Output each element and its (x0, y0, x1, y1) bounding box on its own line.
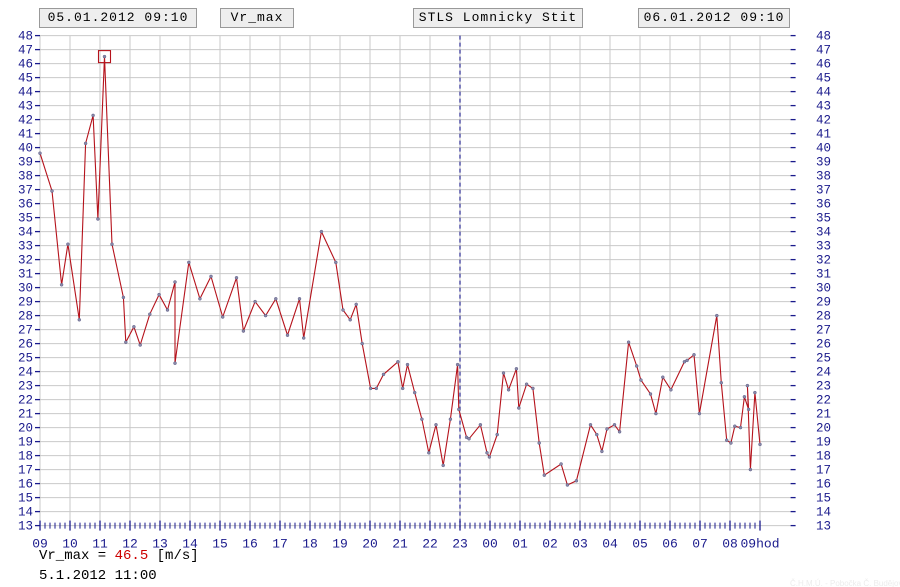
svg-text:19: 19 (18, 436, 33, 450)
svg-text:37: 37 (18, 184, 33, 198)
svg-text:39: 39 (816, 156, 831, 170)
svg-text:27: 27 (816, 324, 831, 338)
svg-text:20: 20 (18, 422, 33, 436)
svg-text:24: 24 (816, 366, 831, 380)
svg-text:23: 23 (816, 380, 831, 394)
svg-text:14: 14 (816, 506, 831, 520)
svg-text:34: 34 (18, 226, 33, 240)
svg-text:37: 37 (816, 184, 831, 198)
svg-text:30: 30 (816, 282, 831, 296)
svg-text:38: 38 (816, 170, 831, 184)
svg-text:30: 30 (18, 282, 33, 296)
svg-text:20: 20 (362, 537, 378, 552)
svg-text:40: 40 (18, 142, 33, 156)
svg-text:44: 44 (816, 86, 831, 100)
svg-text:46: 46 (18, 58, 33, 72)
svg-text:17: 17 (18, 464, 33, 478)
svg-text:36: 36 (816, 198, 831, 212)
svg-text:15: 15 (18, 492, 33, 506)
svg-text:40: 40 (816, 142, 831, 156)
svg-text:45: 45 (18, 72, 33, 86)
svg-text:06: 06 (662, 537, 678, 552)
svg-text:48: 48 (18, 30, 33, 44)
svg-text:09hod: 09hod (740, 537, 779, 552)
svg-text:31: 31 (816, 268, 831, 282)
svg-text:25: 25 (18, 352, 33, 366)
svg-text:41: 41 (816, 128, 831, 142)
svg-text:23: 23 (18, 380, 33, 394)
svg-text:26: 26 (18, 338, 33, 352)
svg-text:43: 43 (18, 100, 33, 114)
svg-text:18: 18 (18, 450, 33, 464)
svg-text:01: 01 (512, 537, 528, 552)
svg-text:31: 31 (18, 268, 33, 282)
svg-text:28: 28 (18, 310, 33, 324)
svg-text:23: 23 (452, 537, 468, 552)
svg-text:29: 29 (816, 296, 831, 310)
svg-text:18: 18 (302, 537, 318, 552)
svg-text:35: 35 (18, 212, 33, 226)
svg-text:47: 47 (18, 44, 33, 58)
svg-text:38: 38 (18, 170, 33, 184)
svg-text:21: 21 (816, 408, 831, 422)
svg-text:02: 02 (542, 537, 558, 552)
svg-text:47: 47 (816, 44, 831, 58)
svg-text:16: 16 (18, 478, 33, 492)
svg-text:33: 33 (18, 240, 33, 254)
svg-text:34: 34 (816, 226, 831, 240)
svg-text:22: 22 (422, 537, 438, 552)
svg-text:17: 17 (272, 537, 288, 552)
svg-text:13: 13 (816, 520, 831, 534)
svg-text:19: 19 (816, 436, 831, 450)
svg-text:25: 25 (816, 352, 831, 366)
svg-text:03: 03 (572, 537, 588, 552)
svg-text:29: 29 (18, 296, 33, 310)
svg-text:15: 15 (816, 492, 831, 506)
svg-text:41: 41 (18, 128, 33, 142)
svg-text:28: 28 (816, 310, 831, 324)
svg-text:42: 42 (816, 114, 831, 128)
svg-text:21: 21 (392, 537, 408, 552)
svg-text:20: 20 (816, 422, 831, 436)
svg-text:14: 14 (18, 506, 33, 520)
svg-text:48: 48 (816, 30, 831, 44)
svg-text:45: 45 (816, 72, 831, 86)
svg-text:22: 22 (18, 394, 33, 408)
svg-text:19: 19 (332, 537, 348, 552)
svg-text:42: 42 (18, 114, 33, 128)
svg-text:39: 39 (18, 156, 33, 170)
svg-text:35: 35 (816, 212, 831, 226)
svg-text:36: 36 (18, 198, 33, 212)
svg-text:21: 21 (18, 408, 33, 422)
svg-text:22: 22 (816, 394, 831, 408)
svg-text:00: 00 (482, 537, 498, 552)
svg-text:46: 46 (816, 58, 831, 72)
svg-text:13: 13 (18, 520, 33, 534)
svg-text:07: 07 (692, 537, 708, 552)
svg-text:08: 08 (722, 537, 738, 552)
svg-text:15: 15 (212, 537, 228, 552)
svg-text:44: 44 (18, 86, 33, 100)
svg-text:27: 27 (18, 324, 33, 338)
svg-text:26: 26 (816, 338, 831, 352)
svg-text:04: 04 (602, 537, 618, 552)
svg-text:18: 18 (816, 450, 831, 464)
svg-text:05: 05 (632, 537, 648, 552)
svg-text:43: 43 (816, 100, 831, 114)
svg-text:32: 32 (18, 254, 33, 268)
svg-text:17: 17 (816, 464, 831, 478)
svg-text:32: 32 (816, 254, 831, 268)
svg-text:24: 24 (18, 366, 33, 380)
svg-text:16: 16 (242, 537, 258, 552)
svg-text:16: 16 (816, 478, 831, 492)
svg-text:33: 33 (816, 240, 831, 254)
